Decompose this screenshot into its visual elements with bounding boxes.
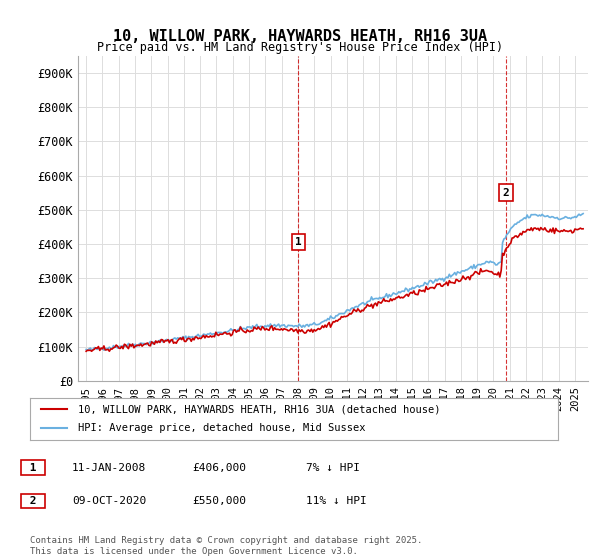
Text: 09-OCT-2020: 09-OCT-2020 bbox=[72, 496, 146, 506]
Text: £550,000: £550,000 bbox=[192, 496, 246, 506]
Text: 7% ↓ HPI: 7% ↓ HPI bbox=[306, 463, 360, 473]
Text: 1: 1 bbox=[295, 237, 302, 247]
Text: Contains HM Land Registry data © Crown copyright and database right 2025.
This d: Contains HM Land Registry data © Crown c… bbox=[30, 536, 422, 556]
Text: 10, WILLOW PARK, HAYWARDS HEATH, RH16 3UA (detached house): 10, WILLOW PARK, HAYWARDS HEATH, RH16 3U… bbox=[77, 404, 440, 414]
Text: 11% ↓ HPI: 11% ↓ HPI bbox=[306, 496, 367, 506]
Text: 2: 2 bbox=[503, 188, 509, 198]
Text: 11-JAN-2008: 11-JAN-2008 bbox=[72, 463, 146, 473]
Text: 10, WILLOW PARK, HAYWARDS HEATH, RH16 3UA: 10, WILLOW PARK, HAYWARDS HEATH, RH16 3U… bbox=[113, 29, 487, 44]
Text: 2: 2 bbox=[23, 496, 43, 506]
Text: HPI: Average price, detached house, Mid Sussex: HPI: Average price, detached house, Mid … bbox=[77, 423, 365, 433]
Text: 1: 1 bbox=[23, 463, 43, 473]
Text: Price paid vs. HM Land Registry's House Price Index (HPI): Price paid vs. HM Land Registry's House … bbox=[97, 41, 503, 54]
Text: £406,000: £406,000 bbox=[192, 463, 246, 473]
